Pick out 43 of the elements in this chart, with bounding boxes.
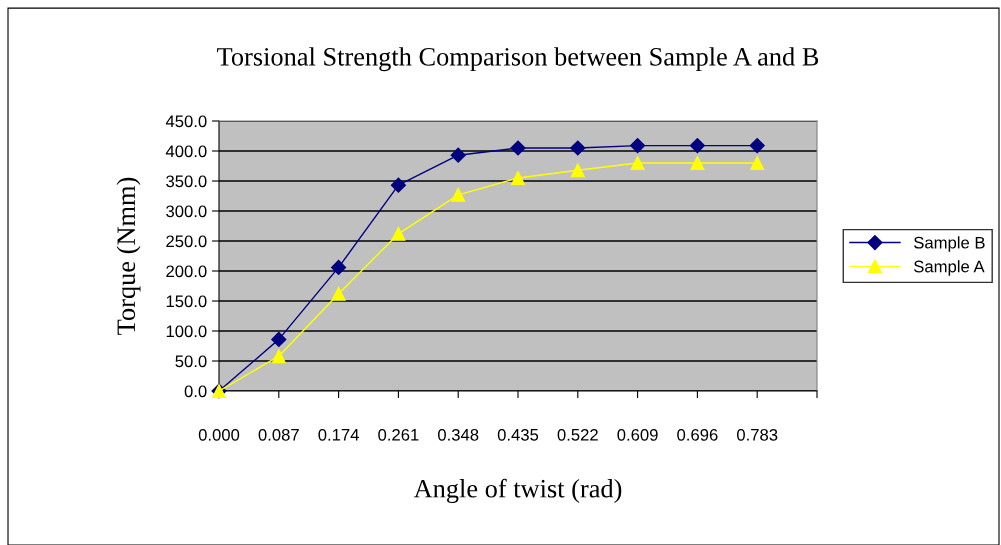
x-tick-label: 0.000: [198, 428, 240, 441]
point: [689, 138, 705, 154]
y-tick-label: 150.0: [166, 295, 207, 308]
x-tick-label: 0.696: [677, 428, 718, 441]
chart-title: Torsional Strength Comparison between Sample A and B: [217, 47, 819, 72]
x-tick-label: 0.348: [438, 428, 479, 441]
point: [271, 349, 286, 364]
point: [570, 140, 586, 156]
point: [450, 147, 466, 163]
point: [750, 156, 765, 170]
point: [570, 163, 585, 178]
point: [511, 171, 525, 185]
legend-label: Sample A: [914, 260, 985, 276]
x-axis-title: Angle of twist (rad): [413, 478, 622, 504]
x-tick-label: 0.087: [258, 428, 299, 441]
point: [630, 138, 646, 154]
x-tick-label: 0.261: [378, 428, 419, 441]
y-tick-label: 300.0: [166, 205, 207, 218]
point: [630, 156, 645, 170]
y-tick-label: 0.0: [184, 385, 207, 398]
y-tick-label: 250.0: [166, 235, 207, 248]
legend-label: Sample B: [914, 236, 985, 252]
point: [749, 138, 765, 154]
y-axis-title: Torque (Nmm): [116, 177, 141, 335]
point: [390, 177, 406, 193]
x-tick-label: 0.174: [318, 428, 359, 441]
x-tick-label: 0.435: [497, 428, 539, 441]
x-tick-label: 0.609: [617, 428, 658, 441]
point: [331, 259, 347, 275]
y-tick-label: 100.0: [166, 325, 207, 338]
y-tick-label: 350.0: [166, 175, 207, 188]
x-tick-label: 0.783: [737, 428, 778, 441]
point: [391, 226, 406, 241]
y-tick-label: 200.0: [166, 265, 207, 278]
point: [451, 187, 466, 202]
point: [271, 331, 287, 347]
point: [510, 140, 526, 156]
y-tick-label: 400.0: [165, 145, 207, 158]
y-tick-label: 50.0: [175, 355, 207, 368]
y-tick-label: 450.0: [165, 115, 207, 128]
x-tick-label: 0.522: [557, 428, 598, 441]
point: [331, 286, 346, 301]
point: [690, 156, 705, 170]
